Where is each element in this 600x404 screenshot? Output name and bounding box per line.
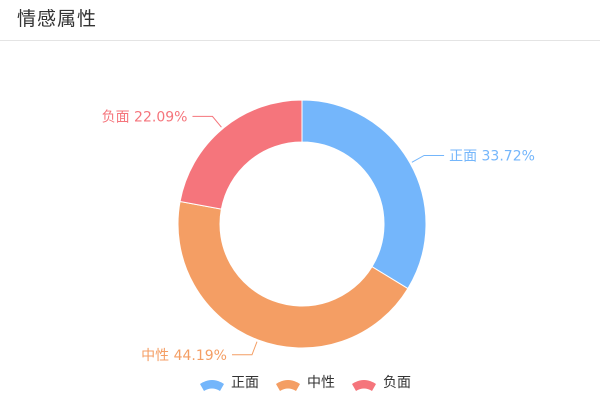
legend-item-3[interactable]: 负面	[352, 375, 411, 391]
label-leader-line-2	[231, 341, 258, 356]
legend-label: 正面	[231, 375, 259, 391]
slice-label-2: 中性 44.19%	[141, 348, 227, 364]
legend-label: 中性	[307, 375, 335, 391]
slice-label-1: 正面 33.72%	[449, 148, 535, 164]
legend-label: 负面	[383, 375, 411, 391]
slice-label-3: 负面 22.09%	[102, 109, 188, 125]
donut-slice-3[interactable]	[179, 99, 303, 210]
legend-item-2[interactable]: 中性	[276, 375, 335, 391]
donut-slice-2[interactable]	[177, 200, 409, 349]
label-leader-line-3	[192, 115, 222, 128]
legend-item-1[interactable]: 正面	[200, 375, 259, 391]
donut-slice-1[interactable]	[301, 99, 427, 290]
panel-header: 情感属性	[0, 0, 600, 41]
label-leader-line-1	[411, 154, 445, 163]
legend-marker-icon	[200, 380, 224, 391]
legend-marker-icon	[352, 380, 376, 391]
legend-marker-icon	[276, 380, 300, 391]
panel-title: 情感属性	[17, 8, 98, 30]
